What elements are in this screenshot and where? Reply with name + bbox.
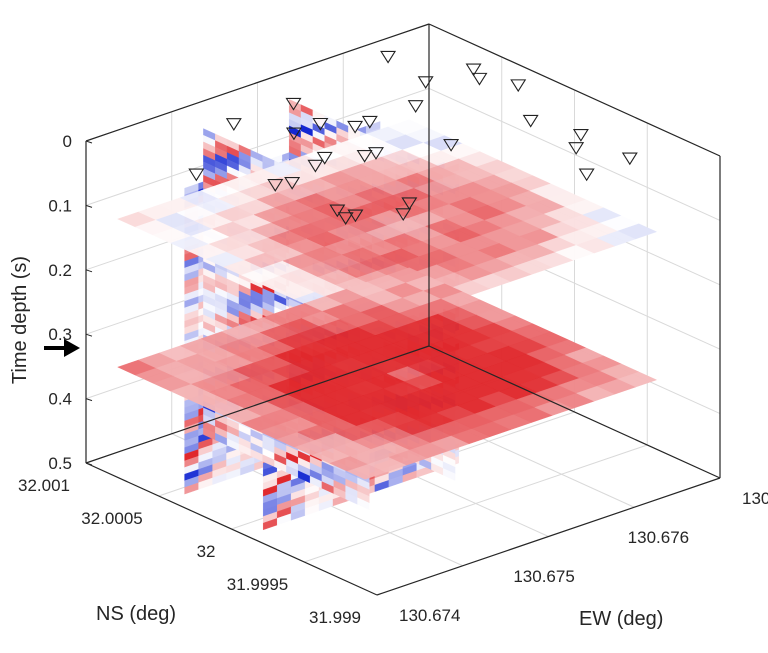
time-axis-label: Time depth (s) bbox=[9, 256, 31, 384]
station-triangle-icon bbox=[367, 147, 384, 160]
station-triangle-icon bbox=[568, 142, 585, 155]
box-edge bbox=[428, 345, 721, 479]
station-triangle-icon bbox=[225, 118, 242, 131]
ns-tick-label: 31.9995 bbox=[227, 575, 288, 594]
station-triangle-icon bbox=[284, 176, 301, 190]
time-tick-label: 0 bbox=[63, 132, 72, 151]
ns-tick-label: 32.001 bbox=[18, 476, 70, 495]
station-triangle-icon bbox=[356, 149, 373, 163]
station-triangle-icon bbox=[510, 79, 527, 93]
ew-axis-label: EW (deg) bbox=[579, 608, 663, 630]
station-triangle-icon bbox=[347, 120, 364, 134]
time-tick-label: 0.2 bbox=[48, 261, 72, 280]
station-triangle-icon bbox=[572, 128, 589, 142]
station-triangle-icon bbox=[401, 197, 418, 211]
station-triangle-icon bbox=[395, 208, 412, 222]
station-triangle-icon bbox=[361, 115, 378, 129]
time-slice-2 bbox=[117, 267, 658, 480]
time-tick-label: 0.1 bbox=[48, 196, 72, 215]
station-triangle-icon bbox=[267, 179, 284, 192]
station-triangle-icon bbox=[578, 168, 595, 182]
ns-tick-label: 31.999 bbox=[309, 608, 361, 627]
station-triangle-icon bbox=[188, 168, 205, 182]
ew-tick-label: 130 bbox=[742, 489, 768, 508]
box-edges bbox=[85, 23, 721, 596]
station-triangle-icon bbox=[337, 212, 354, 225]
ns-tick-label: 32.0005 bbox=[81, 509, 142, 528]
station-triangle-icon bbox=[465, 63, 482, 77]
station-triangle-icon bbox=[329, 204, 346, 218]
box-edge bbox=[85, 345, 430, 464]
box-edge bbox=[428, 23, 721, 157]
ew-tick-label: 130.675 bbox=[513, 567, 574, 586]
ns-tick-label: 32 bbox=[197, 542, 216, 561]
station-triangle-icon bbox=[522, 114, 539, 128]
station-triangle-icon bbox=[407, 100, 424, 113]
station-triangle-icon bbox=[443, 138, 460, 152]
station-triangle-icon bbox=[285, 97, 302, 111]
station-triangle-icon bbox=[285, 127, 302, 141]
station-triangle-icon bbox=[347, 209, 364, 223]
time-tick-label: 0.5 bbox=[48, 454, 72, 473]
station-triangle-icon bbox=[312, 117, 329, 131]
box-edge bbox=[85, 23, 430, 142]
tick-labels: 0 0.1 0.2 0.3 0.4 0.5 32.001 32.0005 32 31.9995 31… bbox=[18, 132, 768, 627]
ns-axis-label: NS (deg) bbox=[96, 603, 176, 625]
time-slices bbox=[117, 119, 658, 480]
ew-tick-label: 130.674 bbox=[399, 606, 460, 625]
station-triangle-icon bbox=[621, 152, 638, 166]
station-triangle-icon bbox=[316, 151, 333, 165]
box-edge bbox=[376, 477, 721, 596]
station-triangle-icon bbox=[307, 159, 324, 173]
station-triangle-icon bbox=[471, 72, 488, 86]
ew-tick-label: 130.676 bbox=[628, 528, 689, 547]
depth-arrow-icon bbox=[44, 339, 80, 357]
box-edge bbox=[85, 462, 378, 596]
station-triangle-icon bbox=[380, 50, 397, 64]
station-triangle-icon bbox=[417, 76, 434, 90]
time-tick-label: 0.4 bbox=[48, 390, 72, 409]
time-tick-label: 0.3 bbox=[48, 325, 72, 344]
